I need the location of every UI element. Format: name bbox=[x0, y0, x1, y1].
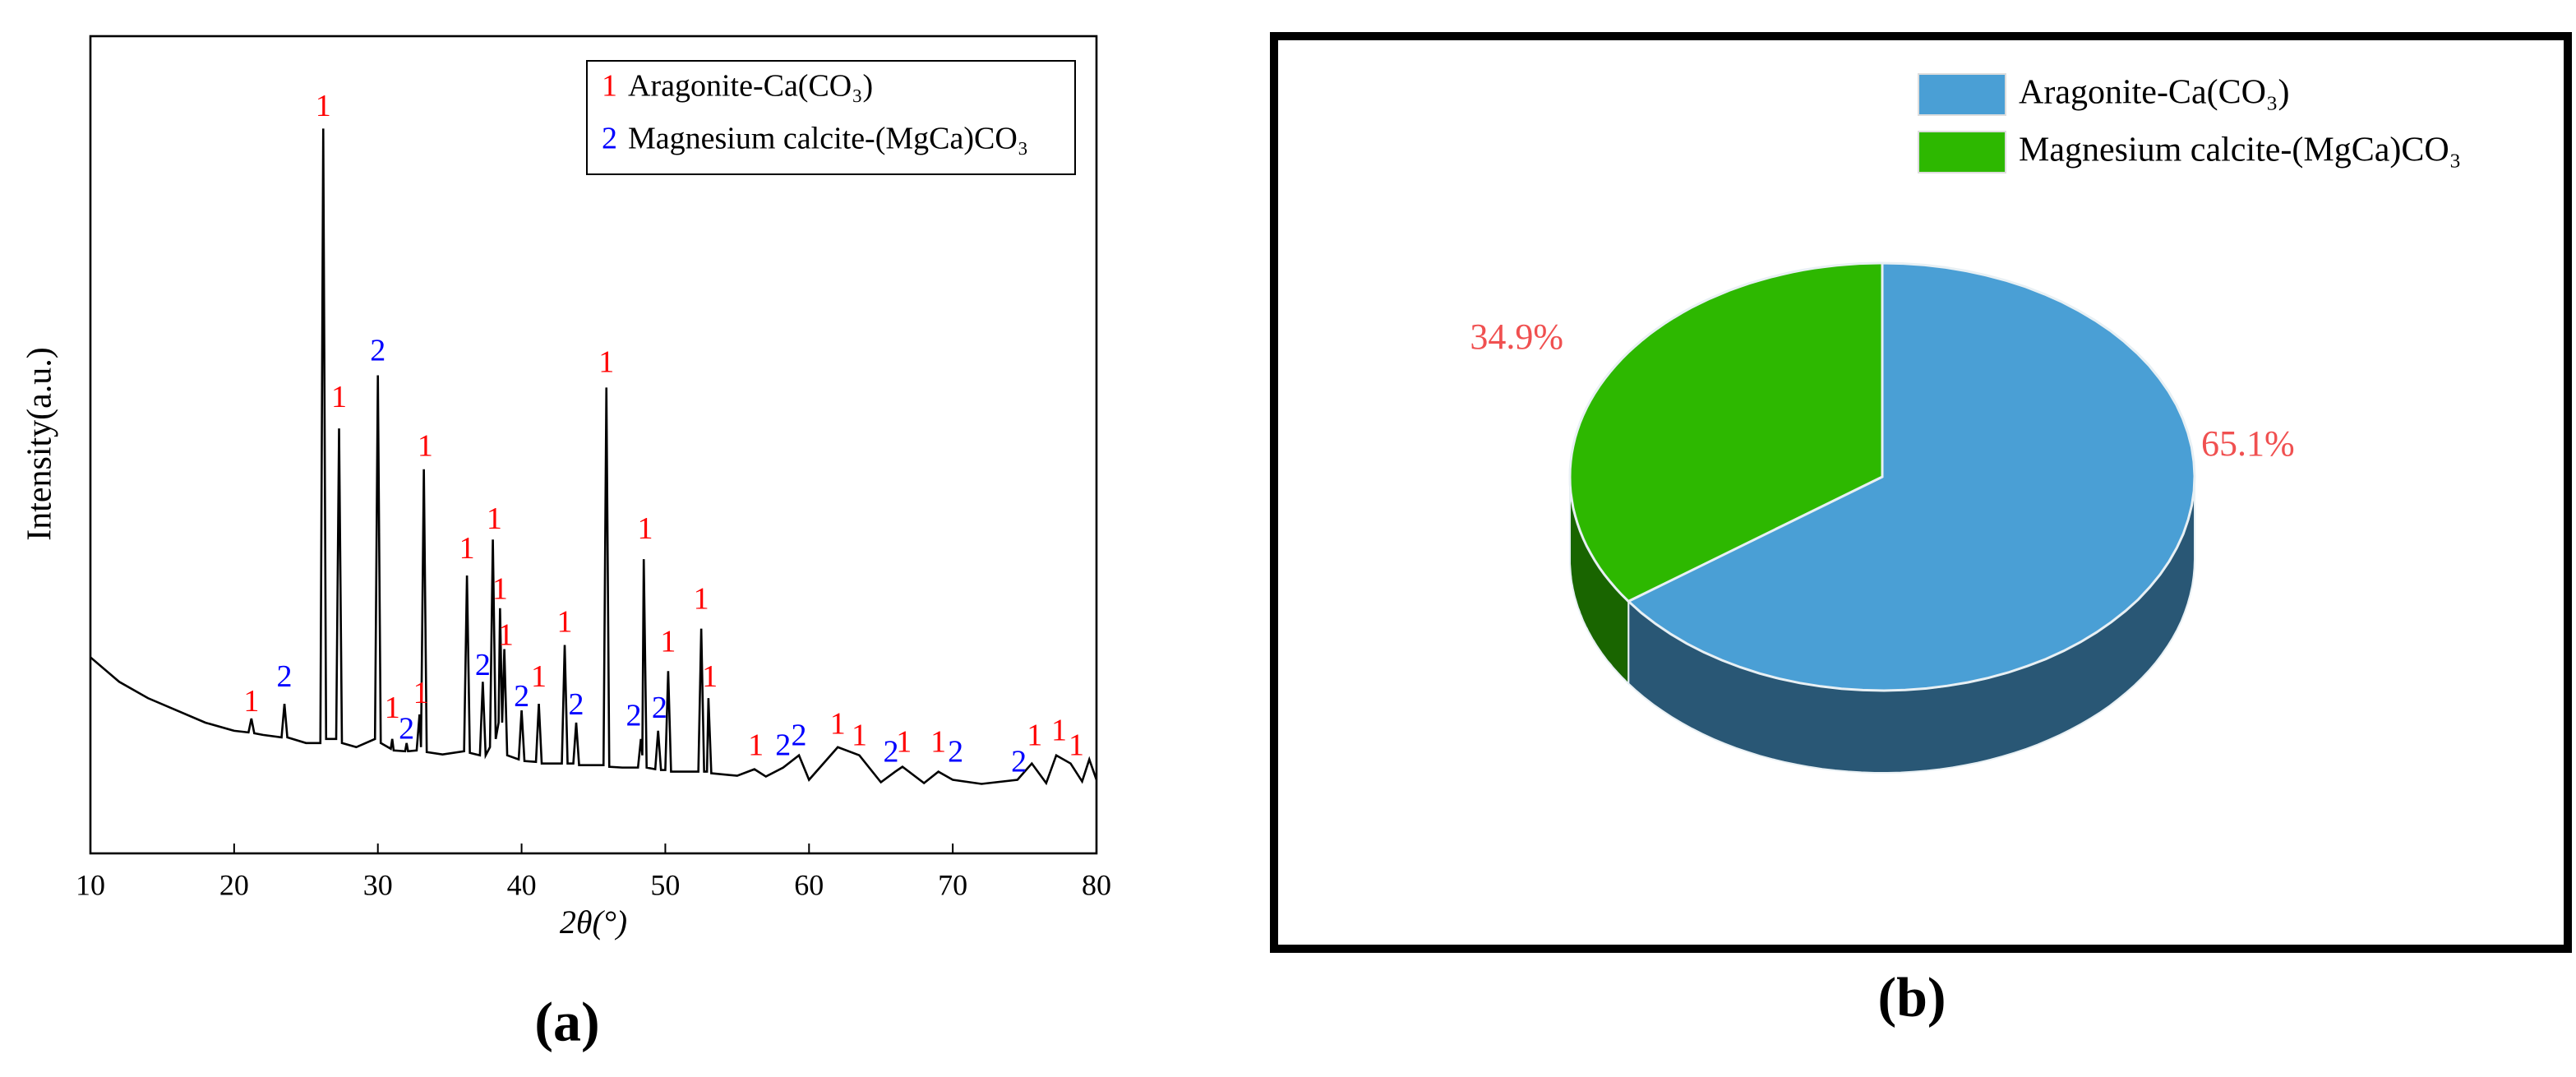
legend-label: Magnesium calcite-(MgCa)CO₃ bbox=[2019, 132, 2461, 169]
peak-label: 1 bbox=[331, 380, 347, 414]
legend-swatch bbox=[1918, 73, 2006, 116]
pie-value-label: 34.9% bbox=[1470, 317, 1563, 357]
x-axis-label: 2θ(°) bbox=[560, 904, 627, 941]
peak-label: 1 bbox=[748, 728, 764, 762]
peak-label: 2 bbox=[514, 679, 529, 714]
peak-label: 1 bbox=[316, 89, 331, 123]
peak-label: 2 bbox=[370, 333, 385, 367]
peak-label: 1 bbox=[459, 531, 475, 566]
x-tick-label: 30 bbox=[363, 868, 393, 901]
pie-value-label: 65.1% bbox=[2201, 423, 2295, 464]
caption: (a) bbox=[534, 991, 599, 1053]
peak-label: 2 bbox=[775, 728, 791, 762]
peak-label: 1 bbox=[531, 659, 547, 694]
peak-label: 1 bbox=[498, 617, 514, 652]
peak-label: 1 bbox=[660, 624, 676, 659]
peak-label: 1 bbox=[557, 604, 573, 639]
peak-label: 2 bbox=[399, 712, 414, 747]
x-tick-label: 60 bbox=[794, 868, 824, 901]
peak-label: 1 bbox=[243, 684, 259, 719]
peak-label: 1 bbox=[1051, 714, 1067, 748]
x-tick-label: 10 bbox=[76, 868, 105, 901]
peak-label: 1 bbox=[694, 582, 709, 617]
data-line bbox=[90, 128, 1098, 786]
y-axis-label: Intensity(a.u.) bbox=[21, 347, 59, 541]
pie-slice bbox=[1568, 261, 1884, 603]
peak-label: 1 bbox=[418, 429, 433, 464]
x-tick-label: 80 bbox=[1082, 868, 1111, 901]
peak-label: 1 bbox=[487, 502, 502, 536]
x-tick-label: 70 bbox=[938, 868, 967, 901]
legend-marker: 2 bbox=[602, 122, 617, 156]
caption: (b) bbox=[1877, 966, 1946, 1028]
pie-slice bbox=[1626, 261, 2196, 692]
peak-label: 2 bbox=[883, 734, 898, 769]
peak-label: 1 bbox=[598, 344, 614, 379]
peak-label: 2 bbox=[277, 659, 293, 694]
legend-label: Aragonite-Ca(CO₃) bbox=[628, 69, 873, 104]
legend-box bbox=[586, 60, 1076, 175]
peak-label: 1 bbox=[385, 691, 400, 725]
x-tick-label: 40 bbox=[507, 868, 537, 901]
legend-marker: 1 bbox=[602, 69, 617, 104]
legend-label: Magnesium calcite-(MgCa)CO₃ bbox=[628, 122, 1028, 156]
peak-label: 2 bbox=[475, 648, 491, 682]
peak-label: 1 bbox=[830, 707, 846, 742]
peak-label: 2 bbox=[948, 734, 963, 769]
peak-label: 1 bbox=[896, 725, 912, 760]
peak-label: 1 bbox=[930, 725, 946, 760]
peak-label: 2 bbox=[792, 719, 807, 753]
legend-label: Aragonite-Ca(CO₃) bbox=[2019, 74, 2290, 112]
peak-label: 2 bbox=[569, 687, 584, 722]
peak-label: 2 bbox=[652, 691, 667, 725]
peak-label: 1 bbox=[1069, 728, 1084, 762]
peak-label: 2 bbox=[1011, 744, 1027, 779]
peak-label: 2 bbox=[626, 699, 641, 733]
peak-label: 1 bbox=[852, 719, 867, 753]
peak-label: 1 bbox=[413, 676, 429, 710]
legend-swatch bbox=[1918, 131, 2006, 173]
peak-label: 1 bbox=[702, 659, 718, 694]
peak-label: 1 bbox=[1027, 719, 1042, 753]
peak-label: 1 bbox=[492, 572, 508, 607]
x-tick-label: 50 bbox=[650, 868, 680, 901]
plot-frame bbox=[89, 35, 1098, 855]
x-tick-label: 20 bbox=[219, 868, 249, 901]
peak-label: 1 bbox=[637, 511, 653, 546]
